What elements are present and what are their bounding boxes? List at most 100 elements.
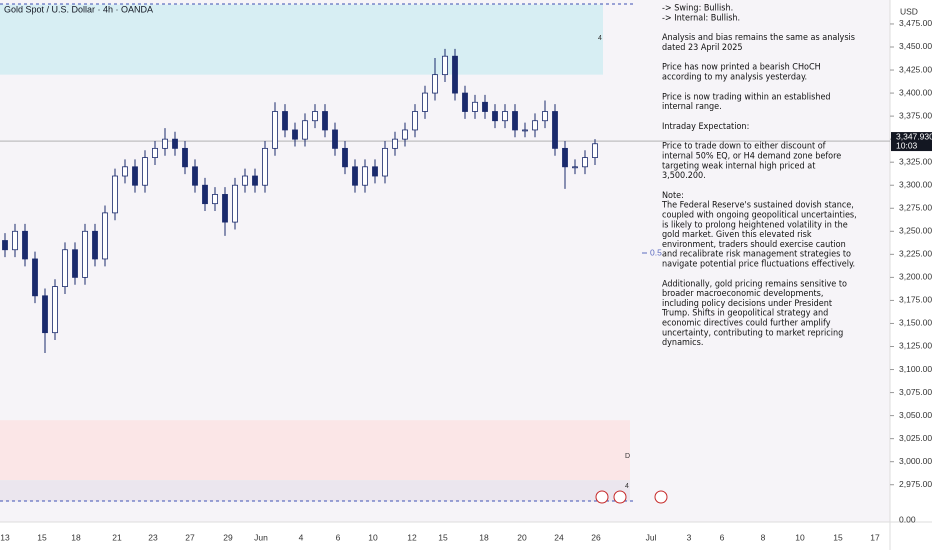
candle-body — [62, 249, 68, 287]
candle-body — [342, 147, 348, 168]
y-tick-label: 3,075.00 — [899, 387, 932, 397]
candle-body — [582, 157, 588, 168]
note-text: Trump. Shifts in geopolitical strategy a… — [661, 309, 828, 319]
note-text: -> Internal: Bullish. — [662, 13, 740, 23]
x-tick-label: 12 — [407, 532, 417, 542]
time-axis — [0, 522, 890, 550]
candle-body — [222, 194, 228, 223]
candle-body — [2, 240, 8, 251]
note-text: -> Swing: Bullish. — [662, 4, 733, 14]
x-tick-label: 8 — [761, 532, 766, 542]
y-tick-label: 3,150.00 — [899, 318, 932, 328]
x-tick-label: Jun — [254, 532, 268, 542]
y-extra-label: 0.00 — [899, 514, 916, 524]
candle-body — [592, 143, 598, 158]
note-text: Price is now trading within an establish… — [662, 92, 831, 102]
y-tick-label: 3,300.00 — [899, 179, 932, 189]
x-tick-label: 3 — [687, 532, 692, 542]
zones — [0, 4, 630, 502]
x-tick-label: 20 — [517, 532, 527, 542]
y-tick-label: 2,975.00 — [899, 479, 932, 489]
candle-body — [462, 92, 468, 112]
x-tick-label: Jul — [646, 532, 657, 542]
candle-body — [502, 111, 508, 122]
candle-body — [352, 166, 358, 186]
candle-body — [32, 258, 38, 297]
x-tick-label: 29 — [223, 532, 233, 542]
candle-body — [292, 129, 298, 140]
event-icons — [595, 490, 668, 504]
candle-body — [412, 111, 418, 131]
note-text: economic directives could further amplif… — [662, 319, 831, 329]
candle-body — [402, 129, 408, 140]
x-tick-label: 17 — [870, 532, 880, 542]
candle-body — [302, 120, 308, 140]
candle-body — [122, 166, 128, 177]
y-tick-label: 3,325.00 — [899, 156, 932, 166]
candle-body — [12, 230, 18, 251]
y-tick-label: 3,250.00 — [899, 226, 932, 236]
candle-body — [392, 138, 398, 149]
candle-body — [332, 129, 338, 149]
candle-body — [102, 212, 108, 260]
candle-body — [512, 111, 518, 131]
price-axis — [890, 0, 932, 550]
x-tick-label: 24 — [554, 532, 564, 542]
x-tick-label: 15 — [438, 532, 448, 542]
y-tick-label: 3,175.00 — [899, 295, 932, 305]
candle-body — [372, 166, 378, 177]
zone-tag: D — [625, 453, 630, 460]
candle-body — [422, 92, 428, 112]
note-text: Additionally, gold pricing remains sensi… — [662, 279, 847, 289]
x-tick-label: 4 — [299, 532, 304, 542]
x-tick-label: 15 — [37, 532, 47, 542]
x-tick-label: 26 — [591, 532, 601, 542]
candle-body — [262, 147, 268, 186]
note-text: internal range. — [662, 102, 722, 112]
candle-body — [572, 166, 578, 169]
x-tick-label: 18 — [71, 532, 81, 542]
candle-body — [452, 55, 458, 94]
note-text: Price to trade down to either discount o… — [662, 142, 826, 152]
candle-body — [442, 55, 448, 76]
note-text: Intraday Expectation: — [662, 122, 749, 132]
y-tick-label: 3,275.00 — [899, 203, 932, 213]
y-tick-label: 3,400.00 — [899, 87, 932, 97]
candle-body — [482, 101, 488, 112]
candle-body — [252, 175, 258, 186]
y-tick-label: 3,225.00 — [899, 249, 932, 259]
note-text: The Federal Reserve's sustained dovish s… — [661, 201, 854, 211]
candle-body — [382, 147, 388, 177]
y-tick-label: 3,025.00 — [899, 433, 932, 443]
candle-body — [492, 111, 498, 122]
note-text: targeting weak internal high priced at — [662, 161, 815, 171]
candle-body — [232, 184, 238, 223]
candle-body — [162, 138, 168, 149]
event-icon — [654, 490, 668, 504]
note-text: internal 50% EQ, or H4 demand zone befor… — [662, 152, 841, 162]
note-text: environment, traders should exercise cau… — [662, 240, 846, 250]
note-text: gold market. Given this elevated risk — [662, 230, 812, 240]
x-tick-label: 15 — [833, 532, 843, 542]
note-text: including policy decisions under Preside… — [662, 299, 832, 309]
zone — [0, 4, 603, 75]
candle-body — [42, 295, 48, 334]
candle-body — [432, 74, 438, 94]
zone-tag: 4 — [598, 35, 602, 42]
candle-body — [192, 166, 198, 186]
note-text: Price has now printed a bearish CHoCH — [662, 63, 821, 73]
candle-body — [92, 230, 98, 260]
chart-title: Gold Spot / U.S. Dollar · 4h · OANDA — [4, 4, 153, 14]
note-text: is likely to prolong heightened volatili… — [662, 220, 848, 230]
note-text: navigate potential price fluctuations ef… — [662, 260, 855, 270]
candle-body — [312, 111, 318, 122]
candle-body — [72, 249, 78, 278]
x-tick-label: 6 — [720, 532, 725, 542]
y-tick-label: 3,100.00 — [899, 364, 932, 374]
candle-body — [272, 111, 278, 149]
y-tick-label: 3,450.00 — [899, 41, 932, 51]
candle-body — [212, 194, 218, 205]
last-price-box — [891, 132, 932, 152]
